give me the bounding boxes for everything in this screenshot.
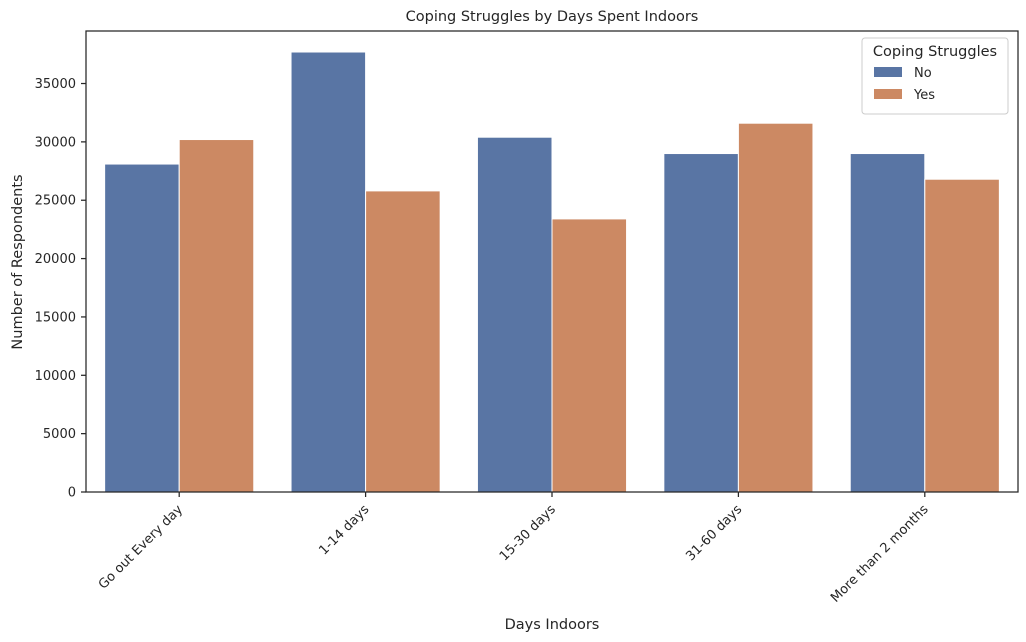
y-tick-label: 25000	[35, 194, 76, 209]
bar-yes-1-14-days	[365, 190, 441, 493]
bar-yes-more-than-2-months	[924, 178, 1000, 493]
y-tick-label: 5000	[43, 427, 76, 442]
y-axis-label: Number of Respondents	[10, 174, 26, 349]
bar-no-1-14-days	[290, 51, 367, 493]
chart-title: Coping Struggles by Days Spent Indoors	[406, 9, 699, 25]
y-tick-label: 30000	[35, 135, 76, 150]
bar-no-more-than-2-months	[849, 153, 926, 493]
y-tick-label: 10000	[35, 369, 76, 384]
x-axis: Go out Every day 1-14 days 15-30 days 31-60…	[96, 492, 932, 606]
legend-swatch-yes	[874, 89, 902, 99]
x-axis-label: Days Indoors	[505, 617, 600, 633]
bar-no-go-out-every-day	[104, 163, 180, 493]
legend-title: Coping Struggles	[873, 44, 997, 60]
x-tick-label: 15-30 days	[497, 502, 559, 564]
legend-label-no: No	[914, 66, 932, 81]
plot-area	[85, 30, 1019, 493]
y-tick-label: 0	[68, 486, 76, 501]
legend-label-yes: Yes	[913, 88, 935, 103]
x-tick-label: More than 2 months	[828, 502, 932, 606]
bar-no-15-30-days	[476, 136, 553, 493]
legend: Coping Struggles No Yes	[861, 37, 1009, 115]
bar-yes-31-60-days	[737, 122, 814, 493]
x-tick-label: Go out Every day	[96, 502, 186, 592]
legend-swatch-no	[874, 67, 902, 77]
x-tick-label: 1-14 days	[316, 502, 372, 558]
y-tick-label: 20000	[35, 252, 76, 267]
bar-yes-15-30-days	[551, 218, 628, 493]
x-tick-label: 31-60 days	[683, 502, 745, 564]
y-tick-label: 15000	[35, 310, 76, 325]
bar-yes-go-out-every-day	[178, 139, 255, 493]
bar-no-31-60-days	[663, 153, 739, 493]
y-tick-label: 35000	[35, 77, 76, 92]
y-axis: 0 5000 10000 15000 20000 25000 30000 35000	[35, 77, 86, 501]
